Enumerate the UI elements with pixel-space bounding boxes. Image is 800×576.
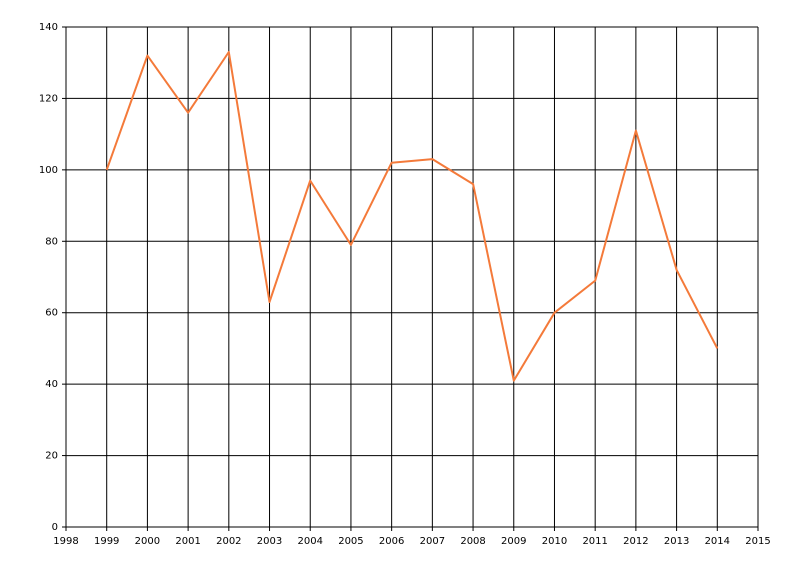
x-tick-label: 2013 xyxy=(664,536,689,547)
y-tick-label: 80 xyxy=(45,236,58,247)
y-tick-label: 120 xyxy=(39,93,58,104)
x-tick-label: 2014 xyxy=(705,536,730,547)
data-line xyxy=(105,51,719,382)
x-tick-label: 1999 xyxy=(94,536,119,547)
x-tick-label: 2010 xyxy=(542,536,567,547)
x-tick-label: 2012 xyxy=(623,536,648,547)
x-tick-label: 2008 xyxy=(460,536,485,547)
x-tick-label: 2005 xyxy=(338,536,363,547)
x-tick-label: 2004 xyxy=(298,536,323,547)
y-tick-label: 60 xyxy=(45,308,58,319)
x-tick-label: 2001 xyxy=(175,536,200,547)
x-tick-label: 2006 xyxy=(379,536,404,547)
x-tick-label: 1998 xyxy=(53,536,78,547)
y-tick-label: 140 xyxy=(39,22,58,33)
y-tick-label: 40 xyxy=(45,379,58,390)
y-tick-label: 100 xyxy=(39,165,58,176)
x-tick-label: 2011 xyxy=(582,536,607,547)
x-tick-label: 2000 xyxy=(135,536,160,547)
y-tick-label: 20 xyxy=(45,451,58,462)
x-tick-label: 2003 xyxy=(257,536,282,547)
y-tick-label: 0 xyxy=(52,522,58,533)
x-tick-label: 2007 xyxy=(420,536,445,547)
x-tick-label: 2002 xyxy=(216,536,241,547)
x-tick-label: 2015 xyxy=(745,536,770,547)
x-tick-label: 2009 xyxy=(501,536,526,547)
